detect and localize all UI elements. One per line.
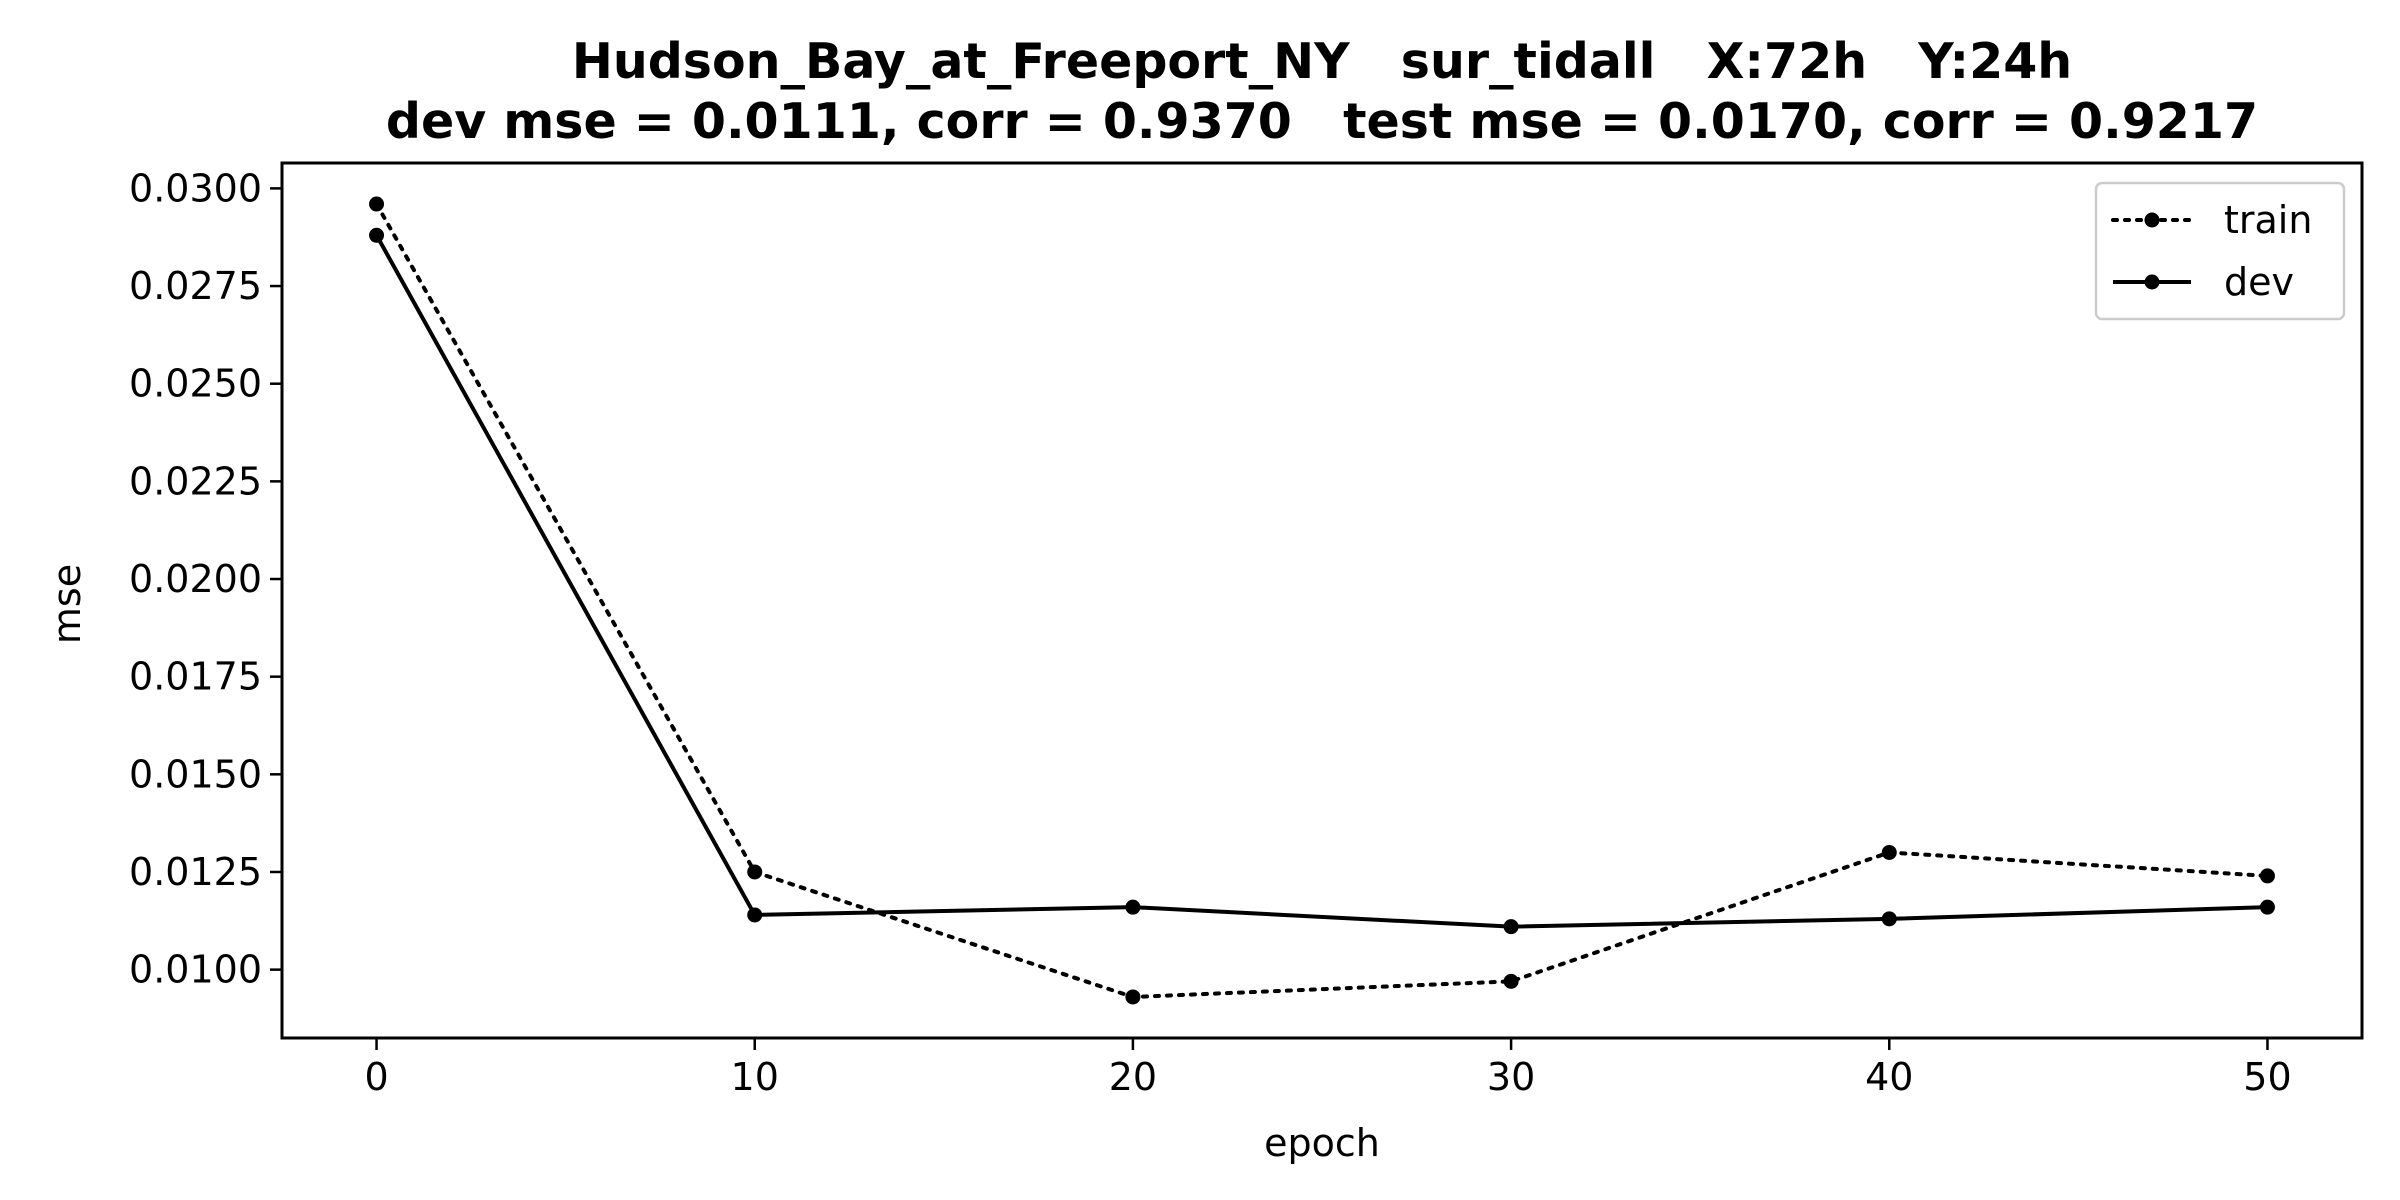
y-tick-label: 0.0125 [129,850,262,894]
dev-series-line [374,234,2268,929]
train-series-line [374,202,2270,999]
y-tick-label: 0.0200 [129,557,262,601]
x-tick-label: 50 [2243,1055,2291,1099]
x-tick-label: 10 [731,1055,779,1099]
x-axis-label: epoch [1264,1121,1380,1165]
y-tick-label: 0.0275 [129,264,262,308]
dev-data-point [747,907,763,923]
x-tick-label: 20 [1109,1055,1157,1099]
chart-title-line2: dev mse = 0.0111, corr = 0.9370 test mse… [386,93,2258,150]
x-tick-label: 40 [1865,1055,1913,1099]
y-tick-label: 0.0250 [129,362,262,406]
train-data-point [369,196,385,212]
train-data-point [1125,989,1141,1005]
x-tick-label: 30 [1487,1055,1535,1099]
y-tick-label: 0.0150 [129,752,262,796]
legend-label-dev: dev [2224,260,2294,304]
train-data-point [1881,844,1897,860]
y-tick-label: 0.0300 [129,166,262,210]
y-tick-label: 0.0175 [129,655,262,699]
legend-marker-train [2144,212,2160,228]
legend-label-train: train [2224,198,2312,242]
x-tick-label: 0 [364,1055,388,1099]
dev-data-point [1503,919,1519,935]
y-tick-label: 0.0100 [129,948,262,992]
legend: train dev [2094,181,2346,321]
train-data-point [747,864,763,880]
train-data-point [1503,973,1519,989]
plot-area: 0 10 20 30 40 50 0.0100 0.0125 0.0150 0.0175 0.020… [129,161,2364,1099]
dev-data-point [369,227,385,243]
dev-data-point [2259,899,2275,915]
dev-data-point [1881,911,1897,927]
train-data-point [2259,868,2275,884]
y-axis-label: mse [45,564,89,644]
legend-marker-dev [2144,274,2160,290]
chart-title-line1: Hudson_Bay_at_Freeport_NY sur_tidall X:7… [572,33,2072,90]
y-tick-label: 0.0225 [129,459,262,503]
plot-frame [280,161,2364,1040]
dev-data-point [1125,899,1141,915]
